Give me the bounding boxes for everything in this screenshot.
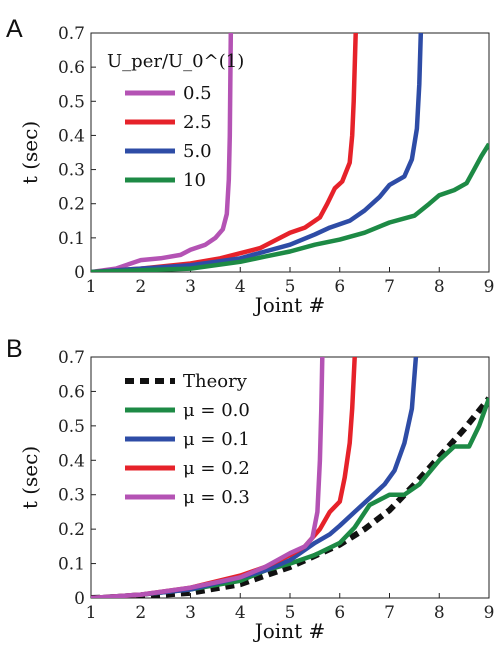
panel-b-x-tick-label: 4 xyxy=(235,603,246,623)
panel-a-x-tick-label: 7 xyxy=(384,277,395,297)
panel-a-y-tick-label: 0.7 xyxy=(58,24,85,44)
panel-a-x-tick-label: 5 xyxy=(285,277,296,297)
panel-b-series-line-0 xyxy=(91,396,489,598)
panel-a-x-tick-label: 2 xyxy=(135,277,146,297)
panel-b-y-tick-label: 0.7 xyxy=(58,348,85,368)
panel-b-legend-label-0: Theory xyxy=(183,371,248,392)
panel-a-y-tick-label: 0.5 xyxy=(58,92,85,112)
panel-a-legend-label-2: 5.0 xyxy=(183,141,212,162)
panel-a-series-line-1 xyxy=(91,33,358,272)
panel-a-y-tick-label: 0 xyxy=(74,263,85,283)
panel-a-y-tick-label: 0.3 xyxy=(58,161,85,181)
panel-a-legend-title: U_per/U_0^(1) xyxy=(107,51,244,72)
panel-a-x-tick-label: 1 xyxy=(86,277,97,297)
panel-b-legend-label-3: μ = 0.2 xyxy=(183,458,250,479)
panel-b-y-tick-label: 0.3 xyxy=(58,486,85,506)
panel-b-y-tick-label: 0 xyxy=(74,589,85,609)
panel-b-x-tick-label: 5 xyxy=(285,603,296,623)
panel-b-x-tick-label: 8 xyxy=(434,603,445,623)
panel-b-y-tick-label: 0.1 xyxy=(58,555,85,575)
panel-b: B 1 2 3 4 5 6 7 8 9 0 0.1 0.2 0.3 0.4 0.5 0.6 0.7 Joint #… xyxy=(6,335,494,643)
panel-a-y-tick-label: 0.6 xyxy=(58,58,85,78)
panel-a-x-tick-label: 8 xyxy=(434,277,445,297)
panel-a-plot-area: 1 2 3 4 5 6 7 8 9 0 0.1 0.2 0.3 0.4 0.5 0.6 0.7 Joint # t … xyxy=(18,24,494,317)
panel-b-plot-area: 1 2 3 4 5 6 7 8 9 0 0.1 0.2 0.3 0.4 0.5 0.6 0.7 Joint # t … xyxy=(18,348,494,643)
panel-b-x-tick-label: 1 xyxy=(86,603,97,623)
panel-b-x-tick-label: 6 xyxy=(334,603,345,623)
panel-a-legend-label-3: 10 xyxy=(183,170,206,191)
panel-a: A 1 2 3 4 5 6 7 8 9 0 0.1 0.2 0.3 0.4 0.5 0.6 0.7 Joint #… xyxy=(6,15,494,317)
panel-b-y-tick-label: 0.5 xyxy=(58,417,85,437)
panel-a-y-tick-label: 0.1 xyxy=(58,229,85,249)
panel-a-x-tick-label: 6 xyxy=(334,277,345,297)
panel-a-legend-label-0: 0.5 xyxy=(183,83,212,104)
panel-a-x-tick-label: 4 xyxy=(235,277,246,297)
panel-a-legend: U_per/U_0^(1) 0.5 2.5 5.0 10 xyxy=(107,51,244,191)
panel-b-legend-label-1: μ = 0.0 xyxy=(183,400,250,421)
panel-a-y-axis-label: t (sec) xyxy=(18,121,42,184)
panel-b-series-line-1 xyxy=(91,397,489,598)
panel-b-x-axis-label: Joint # xyxy=(253,619,326,643)
panel-a-x-tick-label: 3 xyxy=(185,277,196,297)
panel-b-series-line-4 xyxy=(91,357,325,598)
panel-b-x-tick-label: 9 xyxy=(484,603,495,623)
panel-a-y-tick-label: 0.2 xyxy=(58,195,85,215)
panel-b-legend-label-4: μ = 0.3 xyxy=(183,487,250,508)
panel-b-y-tick-label: 0.4 xyxy=(58,451,85,471)
panel-a-y-tick-label: 0.4 xyxy=(58,126,85,146)
panel-a-x-axis-label: Joint # xyxy=(253,293,326,317)
panel-b-x-tick-label: 3 xyxy=(185,603,196,623)
panel-b-y-tick-label: 0.6 xyxy=(58,382,85,402)
panel-b-series-line-2 xyxy=(91,357,419,598)
panel-b-x-tick-label: 2 xyxy=(135,603,146,623)
panel-a-letter: A xyxy=(6,15,23,43)
panel-b-letter: B xyxy=(6,335,23,363)
panel-a-legend-label-1: 2.5 xyxy=(183,112,212,133)
panel-b-y-axis-label: t (sec) xyxy=(18,446,42,509)
panel-a-x-tick-label: 9 xyxy=(484,277,495,297)
panel-b-legend: Theory μ = 0.0 μ = 0.1 μ = 0.2 μ = 0.3 xyxy=(125,371,250,508)
panel-a-series-line-0 xyxy=(91,33,234,272)
panel-b-x-tick-label: 7 xyxy=(384,603,395,623)
panel-b-y-tick-label: 0.2 xyxy=(58,520,85,540)
panel-b-legend-label-2: μ = 0.1 xyxy=(183,429,250,450)
panel-a-series-line-2 xyxy=(91,33,424,272)
panel-a-series-line-3 xyxy=(91,142,489,272)
